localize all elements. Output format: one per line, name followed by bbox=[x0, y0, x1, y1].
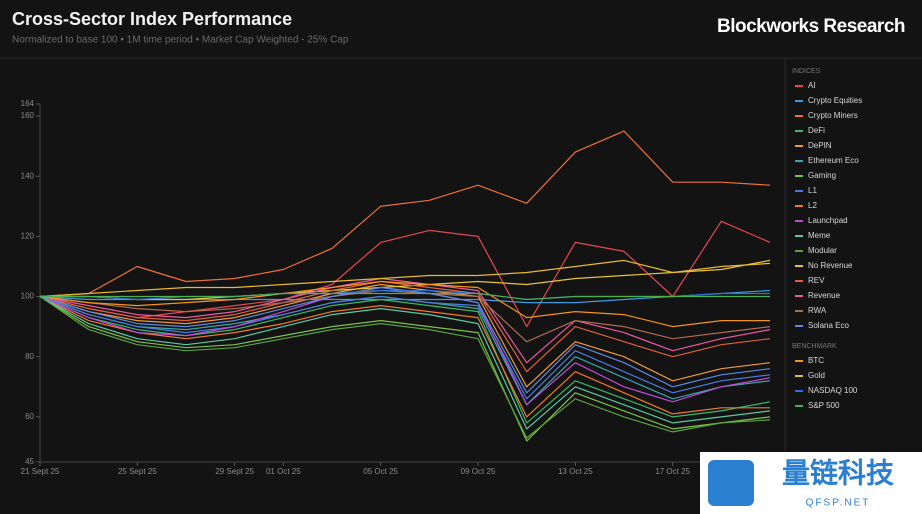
series-line bbox=[39, 295, 770, 418]
series-line bbox=[40, 259, 771, 301]
x-tick-label: 13 Oct 25 bbox=[558, 467, 593, 476]
legend-label: No Revenue bbox=[808, 261, 853, 270]
x-tick-label: 09 Oct 25 bbox=[461, 467, 496, 476]
series-line bbox=[39, 130, 771, 298]
watermark-logo bbox=[708, 460, 754, 506]
legend-label: Crypto Equities bbox=[808, 96, 862, 105]
x-tick-label: 17 Oct 25 bbox=[655, 467, 690, 476]
series-line bbox=[39, 289, 771, 343]
legend: INDICES AI Crypto Equities Crypto Miners DeF… bbox=[792, 68, 862, 410]
brand: Blockworks Research bbox=[717, 16, 905, 37]
x-tick-label: 29 Sept 25 bbox=[215, 467, 254, 476]
legend-label: Crypto Miners bbox=[808, 111, 858, 120]
legend-label: AI bbox=[808, 81, 816, 90]
chart-subtitle: Normalized to base 100 • 1M time period … bbox=[12, 35, 349, 46]
legend-label: Meme bbox=[808, 231, 831, 240]
y-tick-label: 164 bbox=[21, 99, 35, 108]
legend-label: Gold bbox=[808, 371, 825, 380]
legend-label: DePIN bbox=[808, 141, 832, 150]
legend-label: DeFi bbox=[808, 126, 825, 135]
legend-label: Launchpad bbox=[808, 216, 848, 225]
legend-label: Gaming bbox=[808, 171, 836, 180]
series-line bbox=[39, 277, 771, 364]
legend-label: Ethereum Eco bbox=[808, 156, 859, 165]
legend-label: Solana Eco bbox=[808, 321, 849, 330]
series-line bbox=[39, 259, 771, 298]
x-tick-label: 05 Oct 25 bbox=[363, 467, 398, 476]
y-tick-label: 80 bbox=[25, 352, 34, 361]
legend-label: Modular bbox=[808, 246, 837, 255]
watermark-subtitle: QFSP.NET bbox=[806, 498, 871, 509]
series-line bbox=[39, 295, 771, 442]
chart-title: Cross-Sector Index Performance bbox=[12, 9, 292, 29]
series-line bbox=[39, 295, 771, 430]
y-tick-label: 160 bbox=[21, 111, 35, 120]
legend-label: REV bbox=[808, 276, 825, 285]
series-line bbox=[39, 283, 771, 388]
plot-area: 45 60 80 100 120 140 160 164 21 Sept 25 25 Sept 2… bbox=[21, 99, 771, 476]
y-tick-label: 100 bbox=[21, 292, 35, 301]
y-tick-label: 45 bbox=[25, 457, 34, 466]
series-line bbox=[39, 296, 771, 439]
series-line bbox=[39, 280, 770, 328]
y-tick-label: 140 bbox=[21, 171, 35, 180]
series-line bbox=[39, 280, 771, 373]
legend-label: RWA bbox=[808, 306, 827, 315]
series-line bbox=[39, 295, 771, 424]
watermark-title: 量链科技 bbox=[782, 457, 894, 488]
legend-label: Revenue bbox=[808, 291, 841, 300]
legend-label: L1 bbox=[808, 186, 817, 195]
legend-label: BTC bbox=[808, 356, 824, 365]
x-tick-label: 25 Sept 25 bbox=[118, 467, 157, 476]
series-line bbox=[40, 292, 770, 301]
legend-group-title: INDICES bbox=[792, 68, 821, 75]
y-tick-label: 120 bbox=[21, 231, 35, 240]
x-tick-label: 21 Sept 25 bbox=[21, 467, 60, 476]
legend-group-title: BENCHMARK bbox=[792, 343, 837, 350]
legend-label: L2 bbox=[808, 201, 817, 210]
y-tick-label: 60 bbox=[25, 412, 34, 421]
x-tick-label: 01 Oct 25 bbox=[266, 467, 301, 476]
legend-label: NASDAQ 100 bbox=[808, 386, 858, 395]
legend-label: S&P 500 bbox=[808, 401, 840, 410]
series-line bbox=[39, 295, 771, 400]
